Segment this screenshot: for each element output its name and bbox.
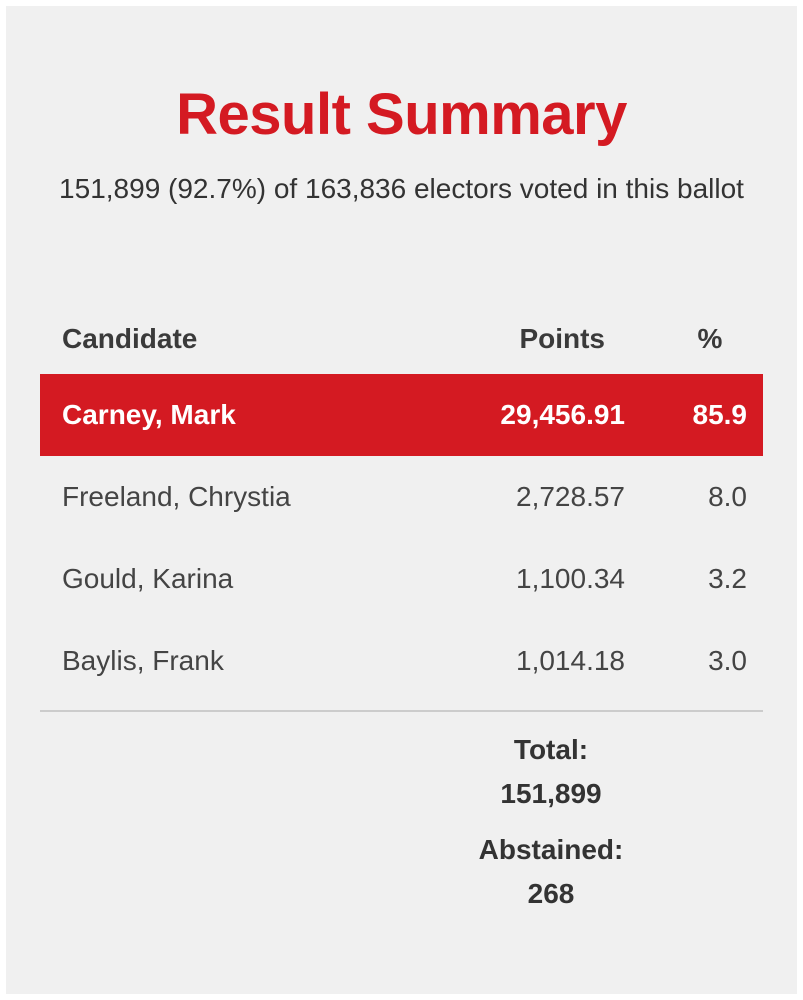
candidate-name: Carney, Mark [62,399,236,430]
page-title: Result Summary [176,82,627,147]
turnout-summary: 151,899 (92.7%) of 163,836 electors vote… [59,173,744,204]
table-row-winner: Carney, Mark 29,456.91 85.9 [40,374,763,456]
table-row: Baylis, Frank 1,014.18 3.0 [40,620,763,702]
header-points: Points [519,323,605,354]
candidate-points: 1,100.34 [516,563,625,594]
table-row: Freeland, Chrystia 2,728.57 8.0 [40,456,763,538]
table-header: Candidate Points % [40,304,763,374]
candidate-name: Gould, Karina [62,563,234,594]
candidate-points: 1,014.18 [516,645,625,676]
totals-spacer [426,816,676,828]
table-row: Gould, Karina 1,100.34 3.2 [40,538,763,620]
candidate-name: Freeland, Chrystia [62,481,291,512]
header-percent: % [697,323,723,354]
total-value: 151,899 [500,778,602,809]
header-candidate: Candidate [62,323,198,354]
abstained-label: Abstained: [478,834,624,865]
table-divider [40,710,763,712]
candidate-percent: 3.2 [708,563,747,594]
candidate-points: 29,456.91 [500,399,625,430]
candidate-percent: 8.0 [708,481,747,512]
total-label: Total: [513,734,589,765]
abstained-value: 268 [527,878,575,909]
candidate-percent: 85.9 [692,399,748,430]
candidate-name: Baylis, Frank [62,645,224,676]
result-summary-card: Result Summary 151,899 (92.7%) of 163,83… [6,6,797,994]
candidate-points: 2,728.57 [516,481,625,512]
totals-block: Total: 151,899 Abstained: 268 [426,728,676,916]
results-table: Candidate Points % Carney, Mark 29,456.9… [40,304,763,702]
candidate-percent: 3.0 [708,645,747,676]
